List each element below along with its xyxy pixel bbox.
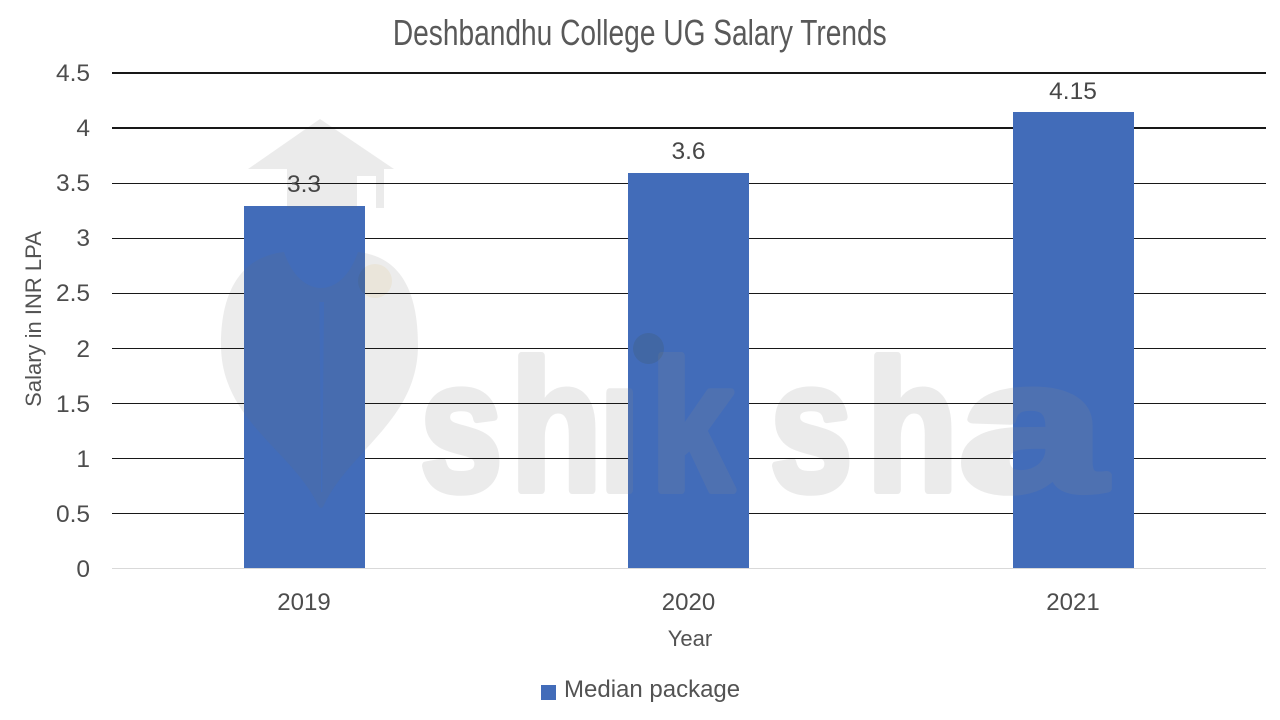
svg-text:a: a: [959, 323, 1107, 530]
svg-text:shıksh: shıksh: [420, 323, 957, 530]
